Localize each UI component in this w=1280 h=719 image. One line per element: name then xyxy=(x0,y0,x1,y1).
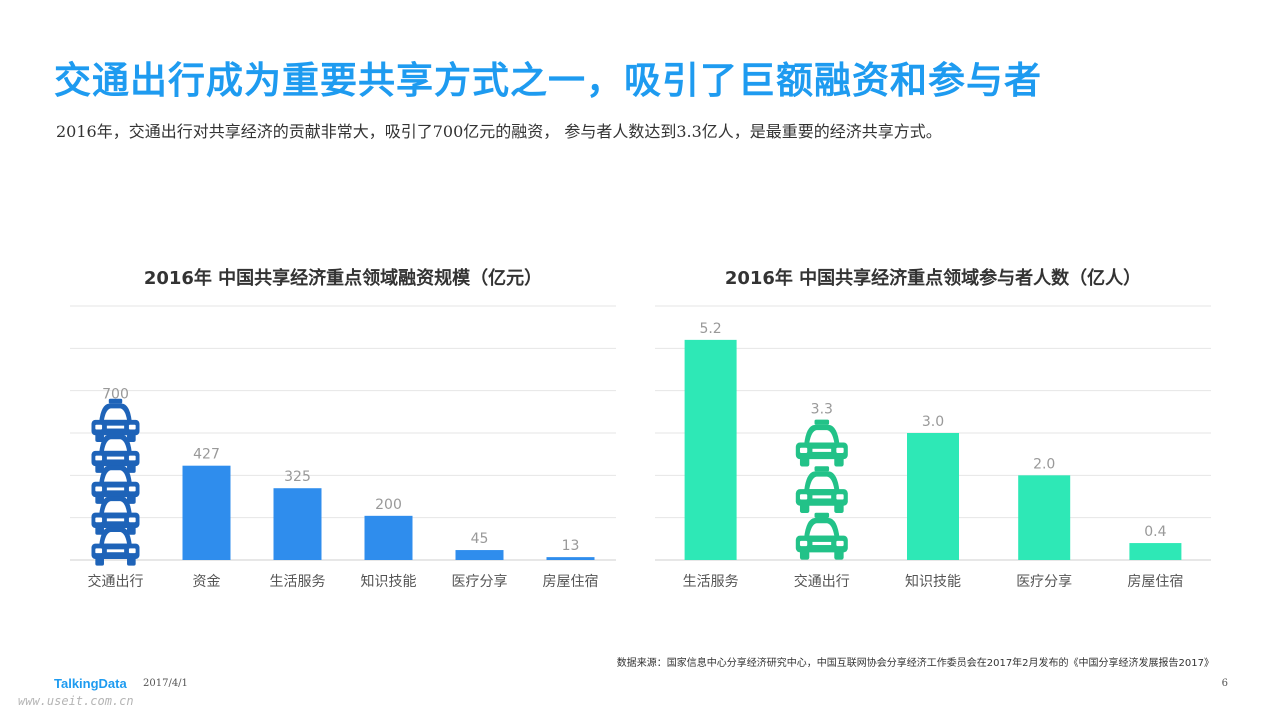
bar xyxy=(1129,543,1182,560)
funding-chart: 700 交通出行 427 资金 325 生活服务 200 知识技能 45 医疗分享 13 房屋住宿 xyxy=(70,305,616,590)
bar xyxy=(455,550,504,560)
category-label: 知识技能 xyxy=(905,573,961,590)
category-label: 生活服务 xyxy=(683,574,739,590)
taxi-icon xyxy=(91,522,140,566)
data-label: 427 xyxy=(193,447,220,463)
taxi-icon xyxy=(795,466,848,514)
category-label: 房屋住宿 xyxy=(1127,573,1183,590)
data-label: 45 xyxy=(471,531,489,547)
data-label: 700 xyxy=(102,386,129,402)
category-label: 医疗分享 xyxy=(1016,573,1072,590)
category-label: 交通出行 xyxy=(88,573,144,590)
bar xyxy=(1018,475,1071,560)
category-label: 交通出行 xyxy=(794,573,850,590)
data-label: 325 xyxy=(284,469,311,485)
page-number: 6 xyxy=(1221,678,1228,689)
data-label: 5.2 xyxy=(699,321,721,337)
category-label: 生活服务 xyxy=(270,574,326,590)
participants-chart: 5.2 生活服务 3.3 交通出行 3.0 知识技能 2.0 医疗分享 0.4 房屋住宿 xyxy=(655,305,1211,590)
data-label: 3.3 xyxy=(811,401,833,417)
category-label: 知识技能 xyxy=(361,573,417,590)
category-label: 资金 xyxy=(193,574,221,590)
taxi-icon xyxy=(91,429,140,473)
bar xyxy=(273,488,322,560)
data-source-note: 数据来源：国家信息中心分享经济研究中心，中国互联网协会分享经济工作委员会在201… xyxy=(616,658,1214,669)
brand-logo: TalkingData xyxy=(54,676,127,691)
data-label: 2.0 xyxy=(1033,456,1055,472)
bar xyxy=(364,515,413,560)
category-label: 房屋住宿 xyxy=(543,573,599,590)
page-subtitle: 2016年，交通出行对共享经济的贡献非常大，吸引了700亿元的融资， 参与者人数… xyxy=(56,122,942,141)
taxi-icon xyxy=(91,398,140,442)
taxi-icon xyxy=(91,491,140,535)
bar xyxy=(684,339,737,560)
bar xyxy=(546,557,595,560)
data-label: 3.0 xyxy=(922,414,944,430)
taxi-icon xyxy=(795,512,848,560)
taxi-icon xyxy=(91,460,140,504)
data-label: 200 xyxy=(375,497,402,513)
taxi-icon xyxy=(795,419,848,467)
category-label: 医疗分享 xyxy=(452,573,508,590)
bar xyxy=(182,465,231,560)
page-title: 交通出行成为重要共享方式之一，吸引了巨额融资和参与者 xyxy=(54,59,1042,102)
participants-chart-title: 2016年 中国共享经济重点领域参与者人数（亿人） xyxy=(724,268,1142,289)
watermark: www.useit.com.cn xyxy=(18,694,134,708)
data-label: 13 xyxy=(562,538,580,554)
data-label: 0.4 xyxy=(1144,524,1166,540)
funding-chart-title: 2016年 中国共享经济重点领域融资规模（亿元） xyxy=(143,268,543,289)
bar xyxy=(907,433,959,560)
report-date: 2017/4/1 xyxy=(143,678,188,689)
